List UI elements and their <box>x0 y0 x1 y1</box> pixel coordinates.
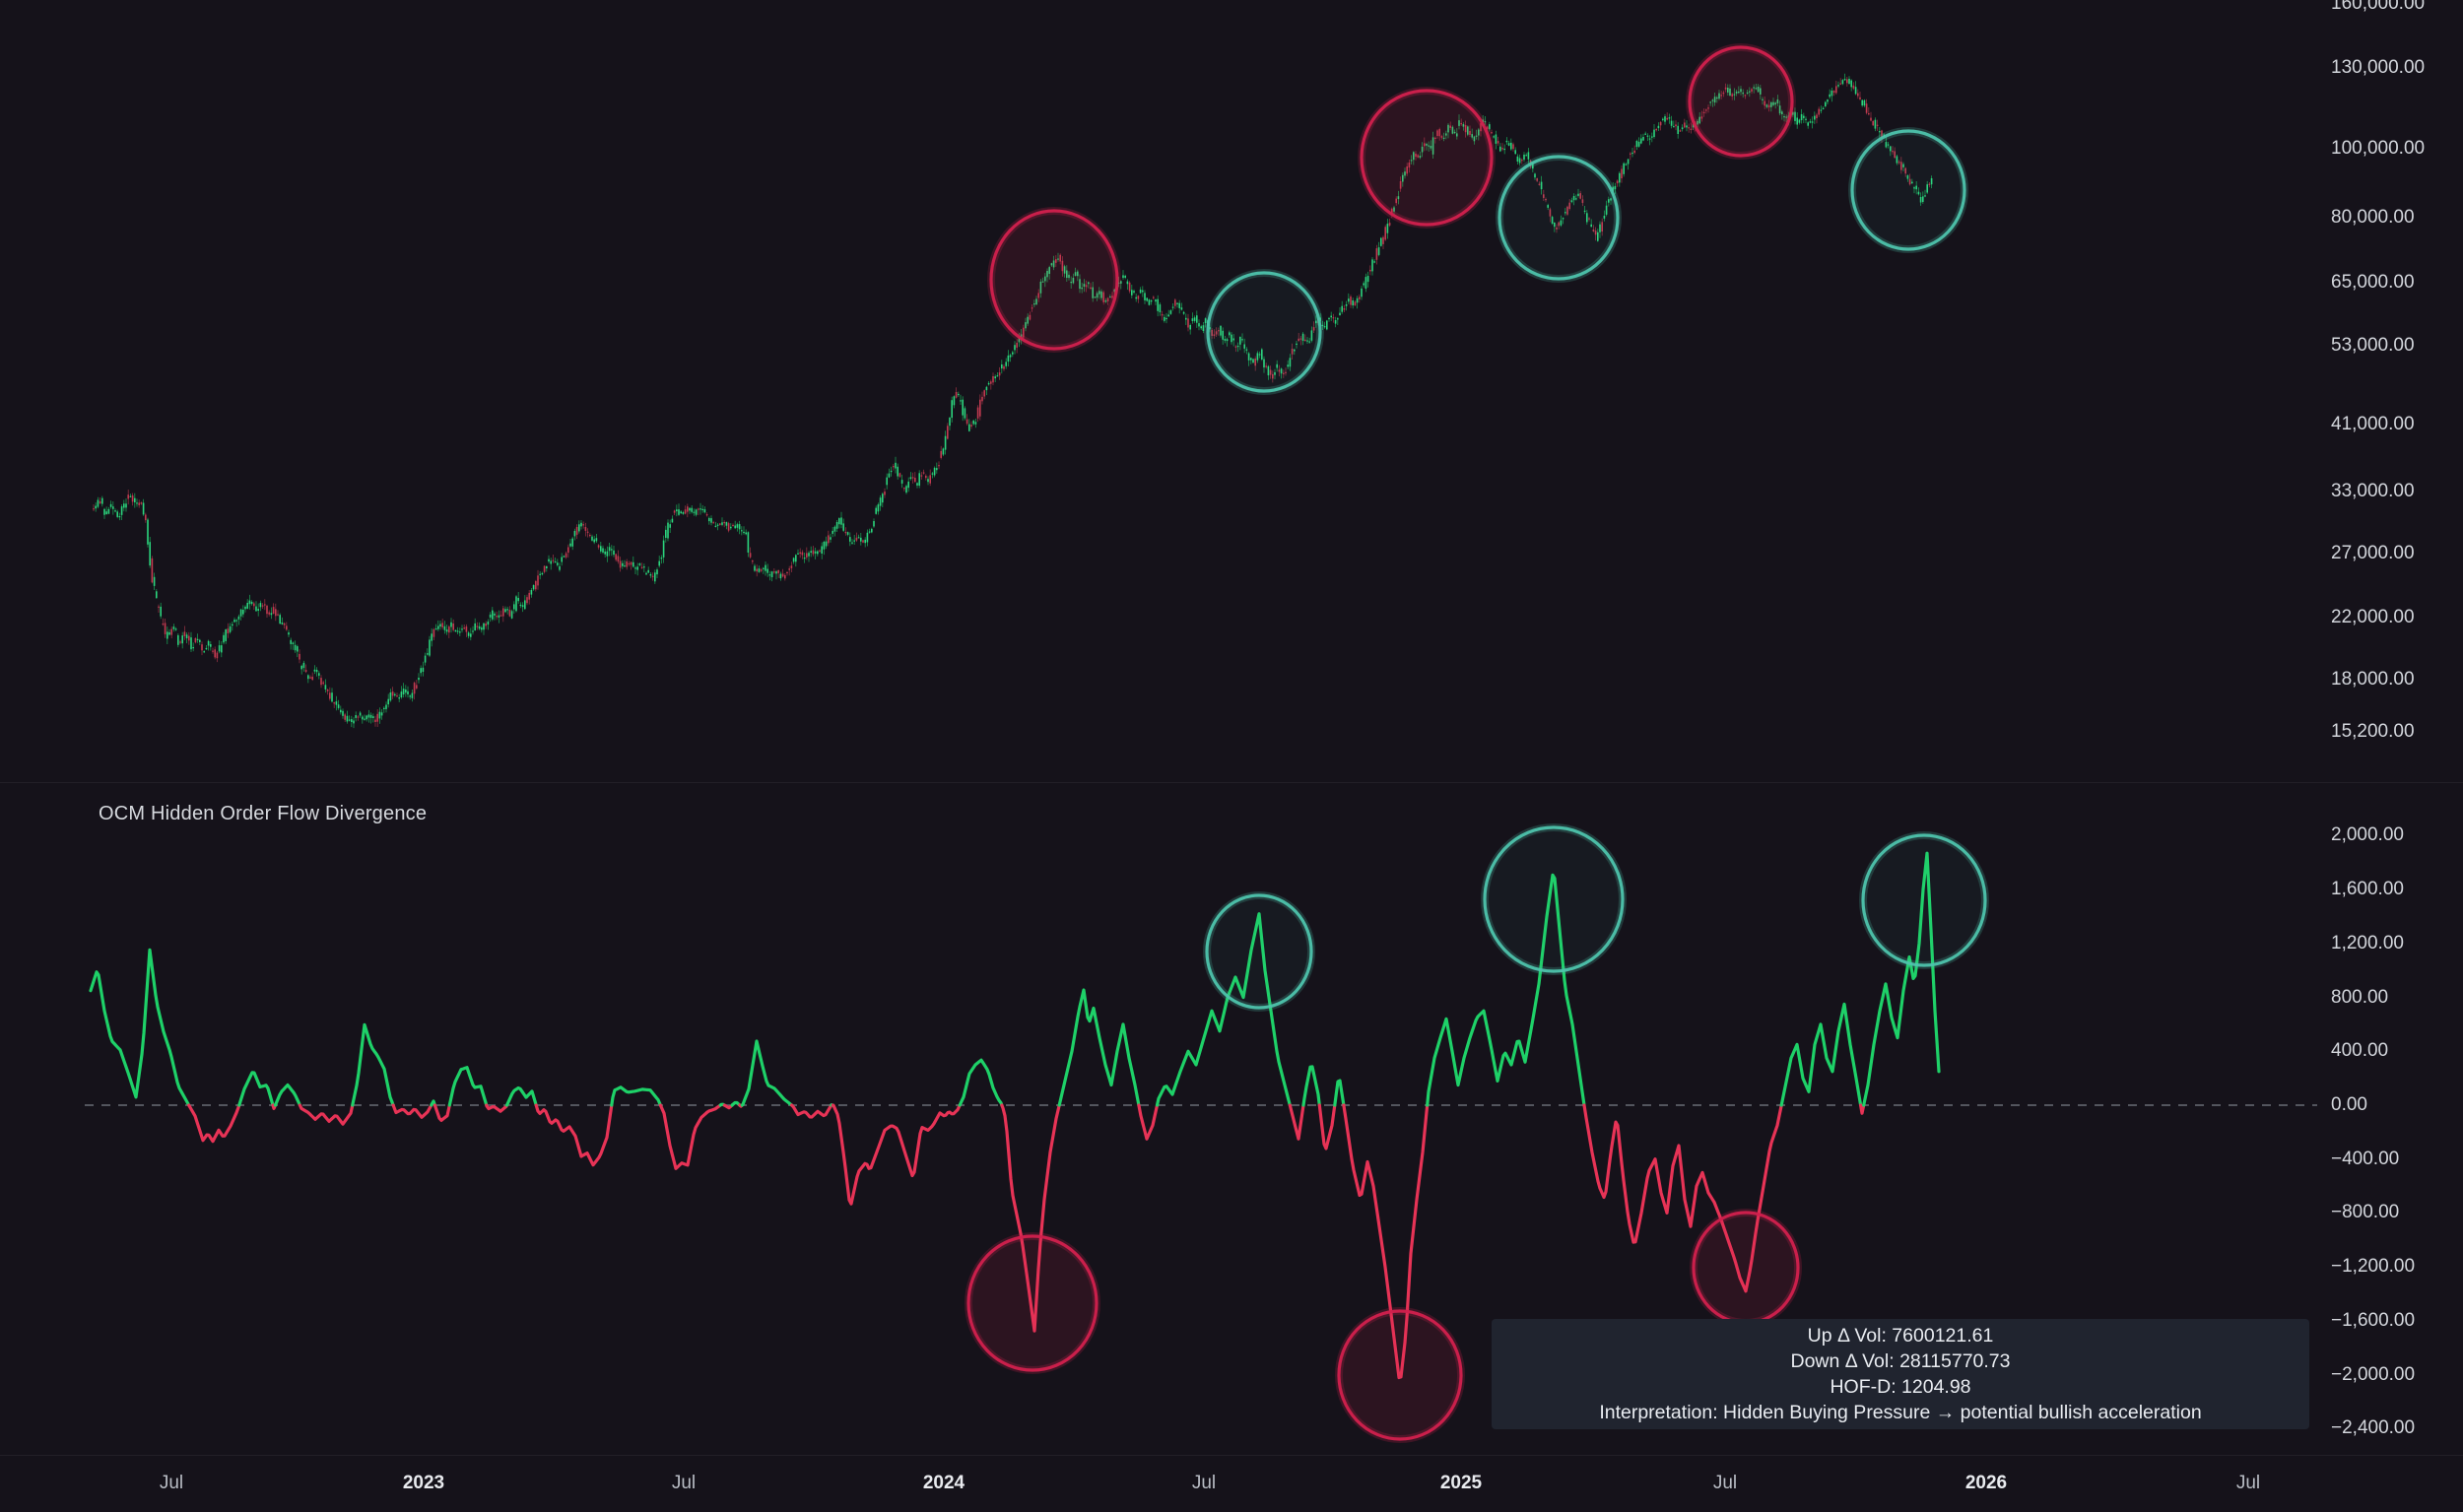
indicator-axis-label: −2,400.00 <box>2331 1417 2416 1439</box>
time-axis-year-label: 2023 <box>402 1473 445 1493</box>
tooltip-line-interpretation: Interpretation: Hidden Buying Pressure →… <box>1599 1402 2202 1423</box>
tooltip-line-down-vol: Down Δ Vol: 28115770.73 <box>1790 1350 2011 1372</box>
time-axis-month-label: Jul <box>1191 1473 1217 1493</box>
indicator-axis-label: 400.00 <box>2331 1040 2389 1062</box>
price-axis-label: 18,000.00 <box>2331 668 2415 690</box>
price-axis-label: 41,000.00 <box>2331 414 2415 435</box>
tooltip-line-hofd: HOF-D: 1204.98 <box>1830 1376 1971 1398</box>
tooltip-line-up-vol: Up Δ Vol: 7600121.61 <box>1807 1325 1994 1347</box>
price-axis-label: 22,000.00 <box>2331 606 2415 627</box>
divergence-circle-teal <box>1850 129 1966 251</box>
divergence-circle-teal <box>1483 825 1625 973</box>
price-axis-label: 160,000.00 <box>2331 0 2426 14</box>
divergence-circle-red <box>1692 1211 1800 1325</box>
price-axis-label: 130,000.00 <box>2331 56 2426 78</box>
price-axis-label: 100,000.00 <box>2331 138 2426 160</box>
time-axis-year-label: 2024 <box>922 1473 965 1493</box>
divergence-circle-red <box>1360 89 1494 227</box>
indicator-axis-label: −800.00 <box>2331 1202 2400 1223</box>
indicator-axis-label: 1,600.00 <box>2331 879 2404 900</box>
hofd-tooltip: Up Δ Vol: 7600121.61 Down Δ Vol: 2811577… <box>1492 1319 2309 1429</box>
divergence-circle-red <box>1688 45 1794 158</box>
indicator-axis-label: 1,200.00 <box>2331 932 2404 953</box>
time-axis-year-label: 2026 <box>1964 1473 2008 1493</box>
time-axis-divider <box>0 1455 2463 1456</box>
divergence-circle-red <box>989 209 1119 351</box>
price-axis-label: 33,000.00 <box>2331 481 2415 502</box>
price-axis-label: 53,000.00 <box>2331 334 2415 356</box>
time-axis-month-label: Jul <box>671 1473 697 1493</box>
indicator-title: OCM Hidden Order Flow Divergence <box>99 803 428 824</box>
divergence-circle-teal <box>1861 833 1987 967</box>
divergence-circles <box>965 43 1989 1443</box>
indicator-axis-label: 0.00 <box>2331 1094 2367 1115</box>
price-axis-label: 65,000.00 <box>2331 271 2415 293</box>
price-axis-label: 15,200.00 <box>2331 720 2415 742</box>
indicator-axis-label: 800.00 <box>2331 986 2389 1008</box>
divergence-circle-teal <box>1206 271 1322 393</box>
time-axis-month-label: Jul <box>2235 1473 2261 1493</box>
divergence-circle-teal <box>1205 893 1313 1010</box>
price-scale-axis[interactable]: 160,000.00 130,000.00 100,000.00 80,000.00 6… <box>2331 0 2463 1456</box>
price-candles-series <box>93 73 1933 729</box>
time-axis-month-label: Jul <box>159 1473 184 1493</box>
indicator-axis-label: 2,000.00 <box>2331 824 2404 846</box>
time-axis-year-label: 2025 <box>1439 1473 1483 1493</box>
indicator-axis-label: −1,600.00 <box>2331 1309 2416 1331</box>
indicator-axis-label: −400.00 <box>2331 1148 2400 1169</box>
divergence-circle-teal <box>1498 155 1620 281</box>
hofd-line-series <box>89 851 1941 1380</box>
time-axis[interactable]: Jul 2023 Jul 2024 Jul 2025 Jul 2026 Jul <box>0 1456 2463 1512</box>
divergence-circle-red <box>966 1234 1098 1372</box>
price-axis-label: 80,000.00 <box>2331 207 2415 229</box>
time-axis-month-label: Jul <box>1712 1473 1738 1493</box>
divergence-circle-red <box>1337 1309 1463 1441</box>
indicator-axis-label: −2,000.00 <box>2331 1363 2416 1385</box>
pane-divider[interactable] <box>0 782 2463 783</box>
price-axis-label: 27,000.00 <box>2331 543 2415 564</box>
indicator-axis-label: −1,200.00 <box>2331 1256 2416 1278</box>
